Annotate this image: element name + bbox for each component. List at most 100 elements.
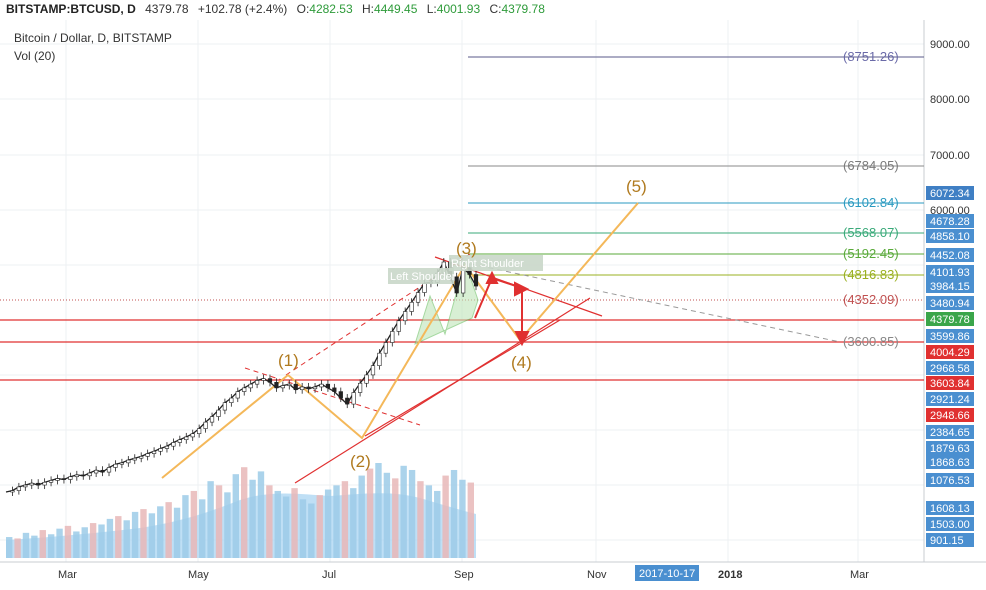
price-tag-box <box>926 533 974 547</box>
wave-label-3: (3) <box>456 239 477 258</box>
price-tag-value: 2968.58 <box>930 363 970 375</box>
candle-body <box>61 478 67 480</box>
price-tag: 1608.13 <box>926 501 974 515</box>
volume-bar <box>442 475 449 558</box>
price-tag-value: 2921.24 <box>930 394 970 406</box>
trend-channel <box>244 253 841 484</box>
candle-body <box>132 457 137 461</box>
candle-body <box>16 486 21 491</box>
x-tick-mar-2: Mar <box>850 569 869 581</box>
candle-body <box>119 462 124 465</box>
volume-bar <box>241 467 248 558</box>
candle-body <box>106 467 112 473</box>
symbol-header: BITSTAMP:BTCUSD, D 4379.78 +102.78 (+2.4… <box>0 0 986 18</box>
price-tag-value: 1868.63 <box>930 457 970 469</box>
price-tag: 1076.53 <box>926 473 974 487</box>
price-tag: 6072.34 <box>926 186 974 200</box>
volume-bar <box>140 509 147 558</box>
candle-body <box>48 480 54 483</box>
candle-body <box>184 436 189 441</box>
volume-bar <box>467 482 474 558</box>
fib-label-8751: (8751.26) <box>843 49 899 64</box>
price-tag-box <box>926 392 974 406</box>
volume-indicator-label: Vol (20) <box>14 49 55 63</box>
volume-bar <box>215 485 223 558</box>
candle-body <box>280 385 285 389</box>
candle-body <box>287 383 292 386</box>
price-tag: 1879.63 <box>926 441 974 455</box>
price-tag-box <box>926 312 974 326</box>
price-tag: 2948.66 <box>926 408 974 422</box>
close-label: C: <box>489 2 502 16</box>
price-tag-value: 3480.94 <box>930 298 970 310</box>
wave-label-2: (2) <box>350 452 371 471</box>
price-tag-box <box>926 329 974 343</box>
price-tag-box <box>926 441 974 455</box>
low-value: 4001.93 <box>436 2 481 16</box>
fib-label-5192: (5192.45) <box>843 246 899 261</box>
volume-bar <box>257 471 265 558</box>
candle-body <box>312 386 318 390</box>
candle-body <box>197 428 202 434</box>
y-tick-7000: 7000.00 <box>930 150 970 162</box>
candle-body <box>158 448 163 452</box>
price-tag-value: 4101.93 <box>930 267 970 279</box>
candle-body <box>415 292 421 303</box>
price-tag-box <box>926 214 974 228</box>
volume-bar <box>148 513 156 558</box>
right-shoulder-label: Right Shoulder <box>451 258 524 270</box>
price-tag-value: 2948.66 <box>930 410 970 422</box>
price-tag: 3599.86 <box>926 329 974 343</box>
fib-label-6784: (6784.05) <box>843 158 899 173</box>
candle-body <box>383 342 388 354</box>
price-tags: 6072.34 4678.28 4858.10 4452.08 4101.93 3984.… <box>926 186 974 547</box>
volume-bar <box>291 488 298 558</box>
price-tag-box <box>926 345 974 359</box>
candle-body <box>145 453 150 457</box>
x-axis[interactable]: Mar May Jul Sep Nov 2018 Mar 2017-10-17 <box>58 565 869 581</box>
candle-body <box>222 402 228 411</box>
fib-label-5568: (5568.07) <box>843 225 899 240</box>
candle-body <box>370 365 376 376</box>
price-tag: 2921.24 <box>926 392 974 406</box>
x-date-highlight: 2017-10-17 <box>639 568 695 580</box>
x-tick-nov: Nov <box>587 569 607 581</box>
volume-bar <box>106 518 114 558</box>
open-value: 4282.53 <box>309 2 353 16</box>
price-tag: 901.15 <box>926 533 974 547</box>
volume-bar <box>207 481 214 558</box>
volume-bar <box>450 469 458 558</box>
price-series-line <box>5 260 477 493</box>
volume-bar <box>39 530 46 558</box>
volume-bar <box>81 527 88 558</box>
volume-bar <box>31 535 38 558</box>
symbol-name[interactable]: BITSTAMP:BTCUSD, D <box>6 2 136 16</box>
candle-body <box>403 311 408 322</box>
volume-bar <box>182 495 189 558</box>
volume-bar <box>47 534 55 558</box>
volume-bar <box>434 490 441 558</box>
volume-bar <box>324 489 332 558</box>
price-tag-value: 3984.15 <box>930 281 970 293</box>
candle-body <box>235 391 240 399</box>
price-tag-value: 2384.65 <box>930 427 970 439</box>
price-tag: 4101.93 <box>926 265 974 279</box>
price-tag-value: 6072.34 <box>930 188 970 200</box>
volume-bar <box>123 520 130 558</box>
volume-bar <box>308 503 315 558</box>
volume-bar <box>89 523 97 558</box>
price-tag-value: 4379.78 <box>930 314 970 326</box>
y-tick-8000: 8000.00 <box>930 94 970 106</box>
price-tag-box <box>926 186 974 200</box>
candle-body <box>473 274 479 287</box>
price-tag: 2968.58 <box>926 361 974 375</box>
volume-bar <box>14 538 21 558</box>
candle-body <box>10 490 15 493</box>
candle-body <box>358 382 363 393</box>
candle-body <box>203 421 208 429</box>
x-date-highlight-box <box>635 565 699 581</box>
volume-bar <box>299 499 307 558</box>
right-shoulder-annotation: Right Shoulder <box>449 255 543 271</box>
volume-bar <box>350 488 357 558</box>
